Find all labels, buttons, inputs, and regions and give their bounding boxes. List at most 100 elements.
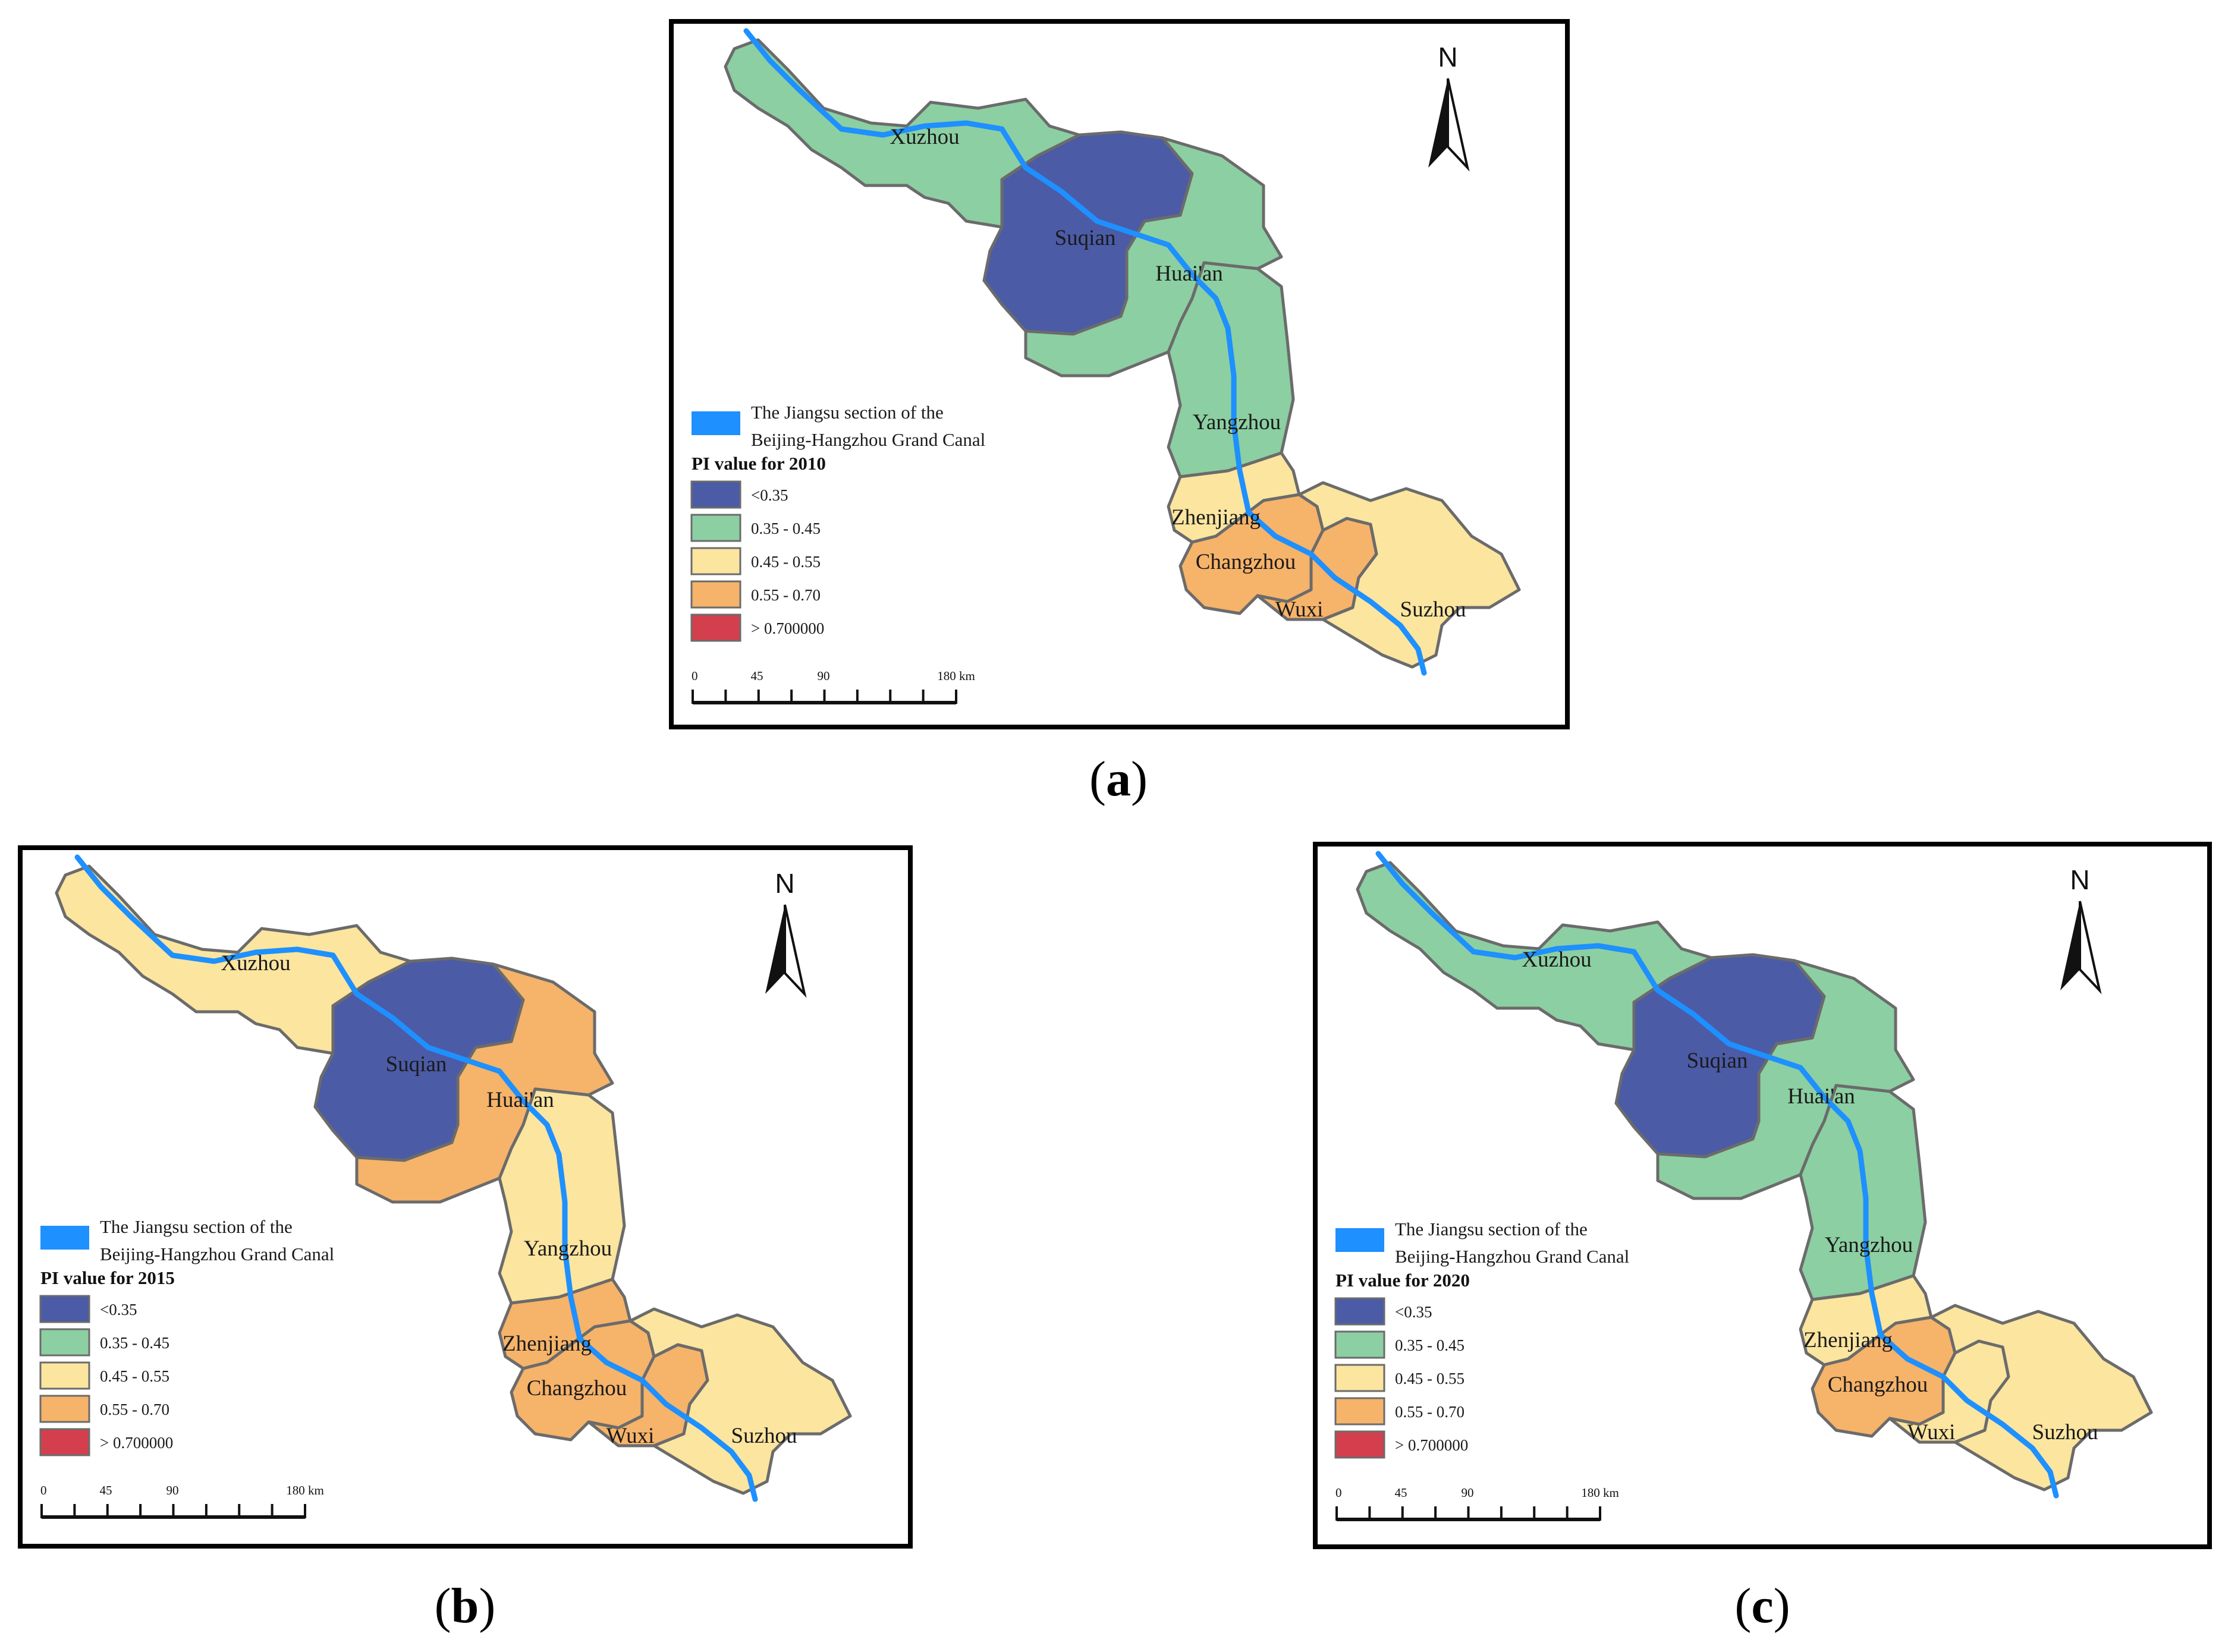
- legend-swatch-2: [690, 547, 741, 575]
- north-arrow-left: [1428, 78, 1448, 168]
- scale-bar: 0 45 90 180 km: [40, 1483, 324, 1519]
- scale-label-0: 0: [692, 669, 698, 683]
- map-regions: Xuzhou Suqian Huai'an Yangzhou Zhenjiang Chan…: [55, 854, 852, 1502]
- city-label-xuzhou: Xuzhou: [890, 125, 959, 149]
- city-label-xuzhou: Xuzhou: [1522, 948, 1591, 972]
- legend-class-label-3: 0.55 - 0.70: [1395, 1403, 1465, 1421]
- region-suzhou: [628, 1307, 852, 1495]
- north-label: N: [775, 868, 794, 899]
- north-label: N: [2070, 864, 2089, 895]
- canal-line: [74, 854, 758, 1502]
- city-label-suqian: Suqian: [386, 1052, 447, 1077]
- legend-swatch-1: [1334, 1330, 1385, 1359]
- legend-canal-swatch: [692, 411, 740, 435]
- map-legend: The Jiangsu section of the Beijing-Hangzh…: [1334, 1219, 1629, 1459]
- region-suzhou: [1297, 481, 1521, 669]
- legend-title: PI value for 2015: [40, 1267, 175, 1288]
- scale-label-3: 180 km: [937, 669, 975, 683]
- legend-class-label-2: 0.45 - 0.55: [100, 1367, 169, 1385]
- legend-swatch-0: [1334, 1297, 1385, 1326]
- city-label-yangzhou: Yangzhou: [1825, 1233, 1913, 1257]
- legend-swatch-3: [1334, 1397, 1385, 1426]
- legend-swatch-3: [690, 580, 741, 609]
- city-label-huaian: Huai'an: [1155, 262, 1223, 286]
- legend-canal-swatch: [40, 1226, 89, 1250]
- north-arrow-left: [2060, 901, 2080, 990]
- scale-label-3: 180 km: [286, 1483, 324, 1497]
- city-label-suzhou: Suzhou: [1400, 597, 1466, 622]
- city-label-changzhou: Changzhou: [527, 1376, 627, 1401]
- scale-label-1: 45: [751, 669, 763, 683]
- legend-class-label-3: 0.55 - 0.70: [100, 1401, 169, 1418]
- legend-class-label-1: 0.35 - 0.45: [751, 520, 821, 537]
- legend-canal-label-2: Beijing-Hangzhou Grand Canal: [100, 1244, 334, 1264]
- legend-swatch-3: [39, 1395, 90, 1423]
- legend-class-label-4: > 0.700000: [1395, 1436, 1468, 1454]
- map-legend: The Jiangsu section of the Beijing-Hangzh…: [39, 1216, 334, 1456]
- scale-label-1: 45: [1395, 1486, 1407, 1500]
- legend-class-label-0: <0.35: [100, 1301, 137, 1319]
- legend-swatch-2: [1334, 1364, 1385, 1392]
- north-arrow-right: [2079, 901, 2102, 995]
- legend-title: PI value for 2010: [692, 453, 826, 474]
- map-panel-b: Xuzhou Suqian Huai'an Yangzhou Zhenjiang Chan…: [18, 845, 913, 1549]
- legend-swatch-2: [39, 1361, 90, 1390]
- city-label-suzhou: Suzhou: [2032, 1420, 2098, 1445]
- legend-title: PI value for 2020: [1335, 1270, 1470, 1291]
- legend-swatch-4: [1334, 1430, 1385, 1459]
- city-label-wuxi: Wuxi: [1907, 1420, 1956, 1445]
- map-svg-c: Xuzhou Suqian Huai'an Yangzhou Zhenjiang Chan…: [1313, 842, 2212, 1549]
- legend-class-label-4: > 0.700000: [100, 1434, 173, 1452]
- north-arrow-icon: N: [765, 868, 807, 998]
- city-label-huaian: Huai'an: [486, 1088, 554, 1112]
- legend-canal-label-2: Beijing-Hangzhou Grand Canal: [751, 429, 985, 450]
- city-label-zhenjiang: Zhenjiang: [1171, 505, 1261, 530]
- legend-swatch-0: [39, 1295, 90, 1323]
- legend-swatch-0: [690, 480, 741, 509]
- city-label-changzhou: Changzhou: [1828, 1373, 1928, 1397]
- map-regions: Xuzhou Suqian Huai'an Yangzhou Zhenjiang Chan…: [724, 28, 1521, 676]
- city-label-suqian: Suqian: [1687, 1049, 1748, 1073]
- scale-label-2: 90: [818, 669, 830, 683]
- map-svg-b: Xuzhou Suqian Huai'an Yangzhou Zhenjiang Chan…: [18, 845, 913, 1549]
- map-legend: The Jiangsu section of the Beijing-Hangzh…: [690, 402, 985, 642]
- canal-line: [1375, 851, 2059, 1499]
- city-label-wuxi: Wuxi: [1275, 597, 1324, 622]
- city-label-xuzhou: Xuzhou: [221, 951, 290, 976]
- legend-class-label-1: 0.35 - 0.45: [1395, 1336, 1465, 1354]
- legend-swatch-4: [39, 1428, 90, 1456]
- map-panel-c: Xuzhou Suqian Huai'an Yangzhou Zhenjiang Chan…: [1313, 842, 2212, 1549]
- legend-canal-swatch: [1335, 1228, 1384, 1252]
- scale-label-2: 90: [166, 1483, 179, 1497]
- north-label: N: [1438, 42, 1457, 73]
- legend-class-label-2: 0.45 - 0.55: [751, 553, 821, 571]
- city-label-huaian: Huai'an: [1787, 1084, 1855, 1109]
- map-panel-a: Xuzhou Suqian Huai'an Yangzhou Zhenjiang Chan…: [669, 19, 1570, 729]
- north-arrow-left: [765, 905, 785, 994]
- region-suzhou: [1929, 1304, 2153, 1491]
- legend-class-label-0: <0.35: [1395, 1303, 1432, 1321]
- scale-label-3: 180 km: [1581, 1486, 1619, 1500]
- legend-class-label-1: 0.35 - 0.45: [100, 1334, 169, 1352]
- legend-class-label-3: 0.55 - 0.70: [751, 586, 821, 604]
- map-regions: Xuzhou Suqian Huai'an Yangzhou Zhenjiang Chan…: [1356, 851, 2153, 1499]
- legend-class-label-4: > 0.700000: [751, 619, 824, 637]
- north-arrow-right: [1447, 78, 1470, 172]
- north-arrow-right: [784, 904, 807, 998]
- scale-label-2: 90: [1462, 1486, 1474, 1500]
- legend-canal-label-1: The Jiangsu section of the: [1395, 1219, 1588, 1239]
- city-label-wuxi: Wuxi: [606, 1424, 655, 1448]
- city-label-suqian: Suqian: [1055, 226, 1116, 250]
- legend-class-label-0: <0.35: [751, 486, 788, 504]
- legend-swatch-4: [690, 613, 741, 642]
- scale-label-1: 45: [100, 1483, 112, 1497]
- scale-label-0: 0: [1335, 1486, 1342, 1500]
- city-label-zhenjiang: Zhenjiang: [1803, 1328, 1893, 1352]
- canal-line: [743, 28, 1427, 676]
- scale-bar: 0 45 90 180 km: [692, 669, 975, 704]
- legend-swatch-1: [690, 514, 741, 542]
- north-arrow-icon: N: [1428, 42, 1470, 172]
- legend-class-label-2: 0.45 - 0.55: [1395, 1370, 1465, 1387]
- city-label-changzhou: Changzhou: [1196, 550, 1296, 574]
- map-svg-a: Xuzhou Suqian Huai'an Yangzhou Zhenjiang Chan…: [669, 19, 1570, 729]
